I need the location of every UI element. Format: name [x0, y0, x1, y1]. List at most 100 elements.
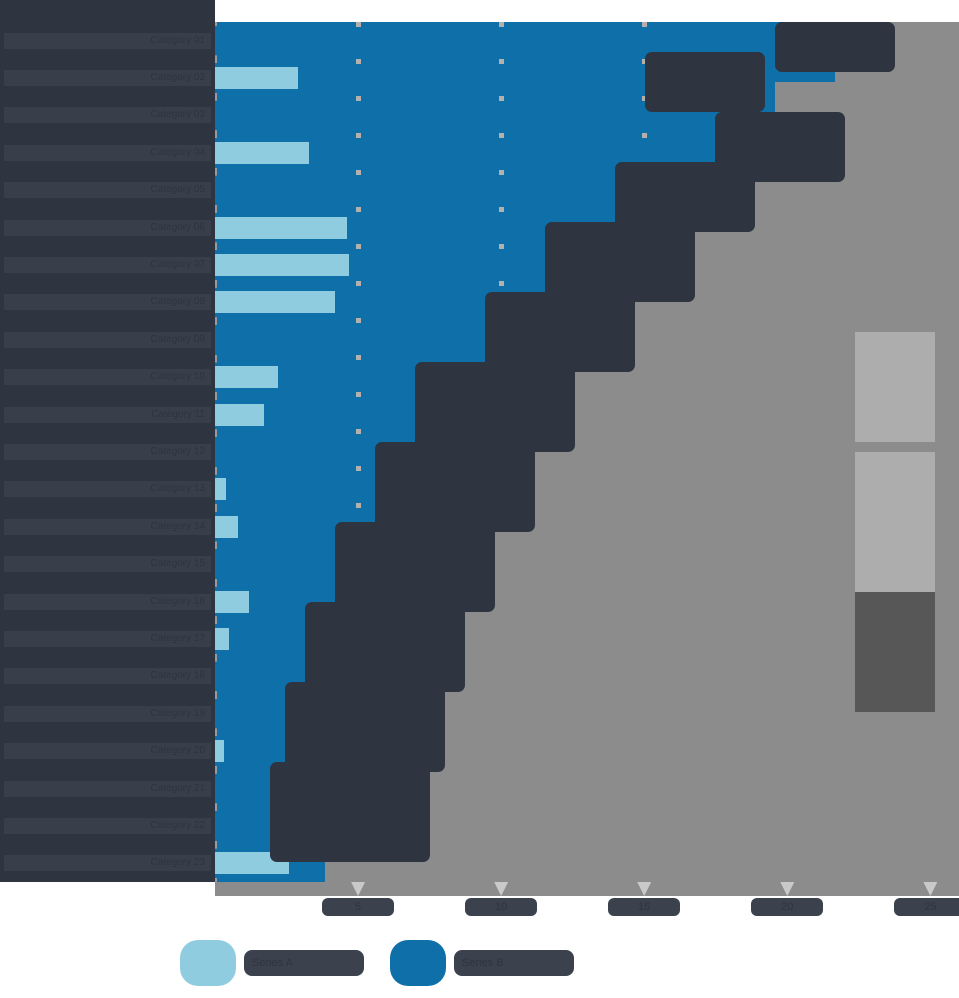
category-label: Category 17: [4, 630, 211, 647]
data-value-label: [415, 362, 575, 452]
y-tick: [215, 242, 217, 251]
legend-swatch-series-a: [180, 940, 236, 986]
category-label: Category 19: [4, 705, 211, 722]
bar[interactable]: [215, 590, 250, 613]
y-tick: [215, 391, 217, 400]
bar[interactable]: [215, 67, 298, 90]
bar[interactable]: [215, 141, 310, 164]
bar[interactable]: [215, 515, 238, 538]
panel-block: [355, 582, 959, 882]
panel-block: [775, 82, 959, 882]
category-label: Category 14: [4, 518, 211, 535]
panel-block: [835, 22, 959, 882]
data-value-label: [270, 762, 430, 862]
legend-item-series-b[interactable]: Series B: [390, 940, 574, 986]
bar[interactable]: [215, 740, 224, 763]
y-tick: [215, 22, 217, 26]
data-value-label: [775, 22, 895, 72]
category-label: Category 02: [4, 70, 211, 87]
y-tick: [215, 578, 217, 587]
legend-label-series-b: Series B: [454, 950, 574, 976]
category-label: Category 05: [4, 182, 211, 199]
bar[interactable]: [215, 852, 290, 875]
bar[interactable]: [215, 366, 278, 389]
category-label: Category 11: [4, 406, 211, 423]
y-tick: [215, 167, 217, 176]
category-label: Category 16: [4, 593, 211, 610]
panel-block: [455, 462, 959, 882]
bar[interactable]: [215, 216, 347, 239]
category-label: Category 06: [4, 219, 211, 236]
panel-block: [855, 452, 935, 592]
y-tick: [215, 429, 217, 438]
data-value-label: [485, 292, 635, 372]
category-label: Category 12: [4, 444, 211, 460]
y-tick: [215, 728, 217, 737]
gridline-15: [642, 22, 648, 882]
x-tick-mark: [780, 882, 795, 896]
panel-block: [515, 402, 959, 882]
panel-block: [635, 252, 959, 882]
y-tick: [215, 279, 217, 288]
legend-label-series-a: Series A: [244, 950, 364, 976]
y-tick: [215, 803, 217, 812]
gridline-10: [499, 22, 505, 882]
y-tick: [215, 840, 217, 849]
data-value-label: [645, 52, 765, 112]
data-value-label: [305, 602, 465, 692]
x-axis: 5 10 15 20 25: [215, 882, 959, 916]
x-tick-mark: [494, 882, 509, 896]
bar[interactable]: [215, 403, 264, 426]
data-value-label: [545, 222, 695, 302]
y-tick: [215, 653, 217, 662]
chart-legend: Series A Series B: [180, 940, 574, 986]
y-tick: [215, 691, 217, 700]
y-tick: [215, 878, 217, 882]
legend-item-series-a[interactable]: Series A: [180, 940, 364, 986]
category-label: Category 22: [4, 817, 211, 834]
panel-block: [395, 522, 959, 882]
x-tick-label: 5: [322, 898, 395, 916]
right-gray-panel: [215, 22, 959, 882]
data-value-label: [715, 112, 845, 182]
x-tick-label: 20: [751, 898, 824, 916]
category-label: Category 07: [4, 257, 211, 274]
panel-block: [695, 172, 959, 882]
y-tick: [215, 204, 217, 213]
x-tick-label: 10: [465, 898, 538, 916]
y-tick: [215, 55, 217, 64]
y-tick: [215, 354, 217, 363]
y-tick: [215, 616, 217, 625]
y-tick: [215, 130, 217, 139]
category-label: Category 01: [4, 32, 211, 49]
x-tick-mark: [637, 882, 652, 896]
gridline-20: [785, 22, 791, 882]
y-tick: [215, 504, 217, 513]
category-label: Category 03: [4, 107, 211, 124]
bar[interactable]: [215, 478, 227, 501]
bar[interactable]: [215, 291, 336, 314]
category-label: Category 21: [4, 780, 211, 797]
category-label-column: Category 01 Category 02 Category 03 Categor…: [0, 22, 215, 882]
category-label: Category 18: [4, 668, 211, 685]
x-tick-mark: [351, 882, 366, 896]
data-value-label: [285, 682, 445, 772]
data-value-label: [615, 162, 755, 232]
category-label: Category 10: [4, 369, 211, 386]
category-label: Category 04: [4, 144, 211, 161]
category-label: Category 23: [4, 855, 211, 872]
chart-title: [0, 0, 215, 22]
category-label: Category 08: [4, 294, 211, 311]
legend-swatch-series-b: [390, 940, 446, 986]
data-value-label: [375, 442, 535, 532]
bar[interactable]: [215, 254, 350, 277]
category-label: Category 09: [4, 331, 211, 348]
bar[interactable]: [215, 627, 230, 650]
plot-area: [215, 22, 959, 882]
category-label: Category 20: [4, 743, 211, 760]
panel-block: [855, 332, 935, 442]
x-tick-label: 15: [608, 898, 681, 916]
gridline-5: [356, 22, 362, 882]
y-tick: [215, 92, 217, 101]
x-tick-label: 25: [894, 898, 959, 916]
